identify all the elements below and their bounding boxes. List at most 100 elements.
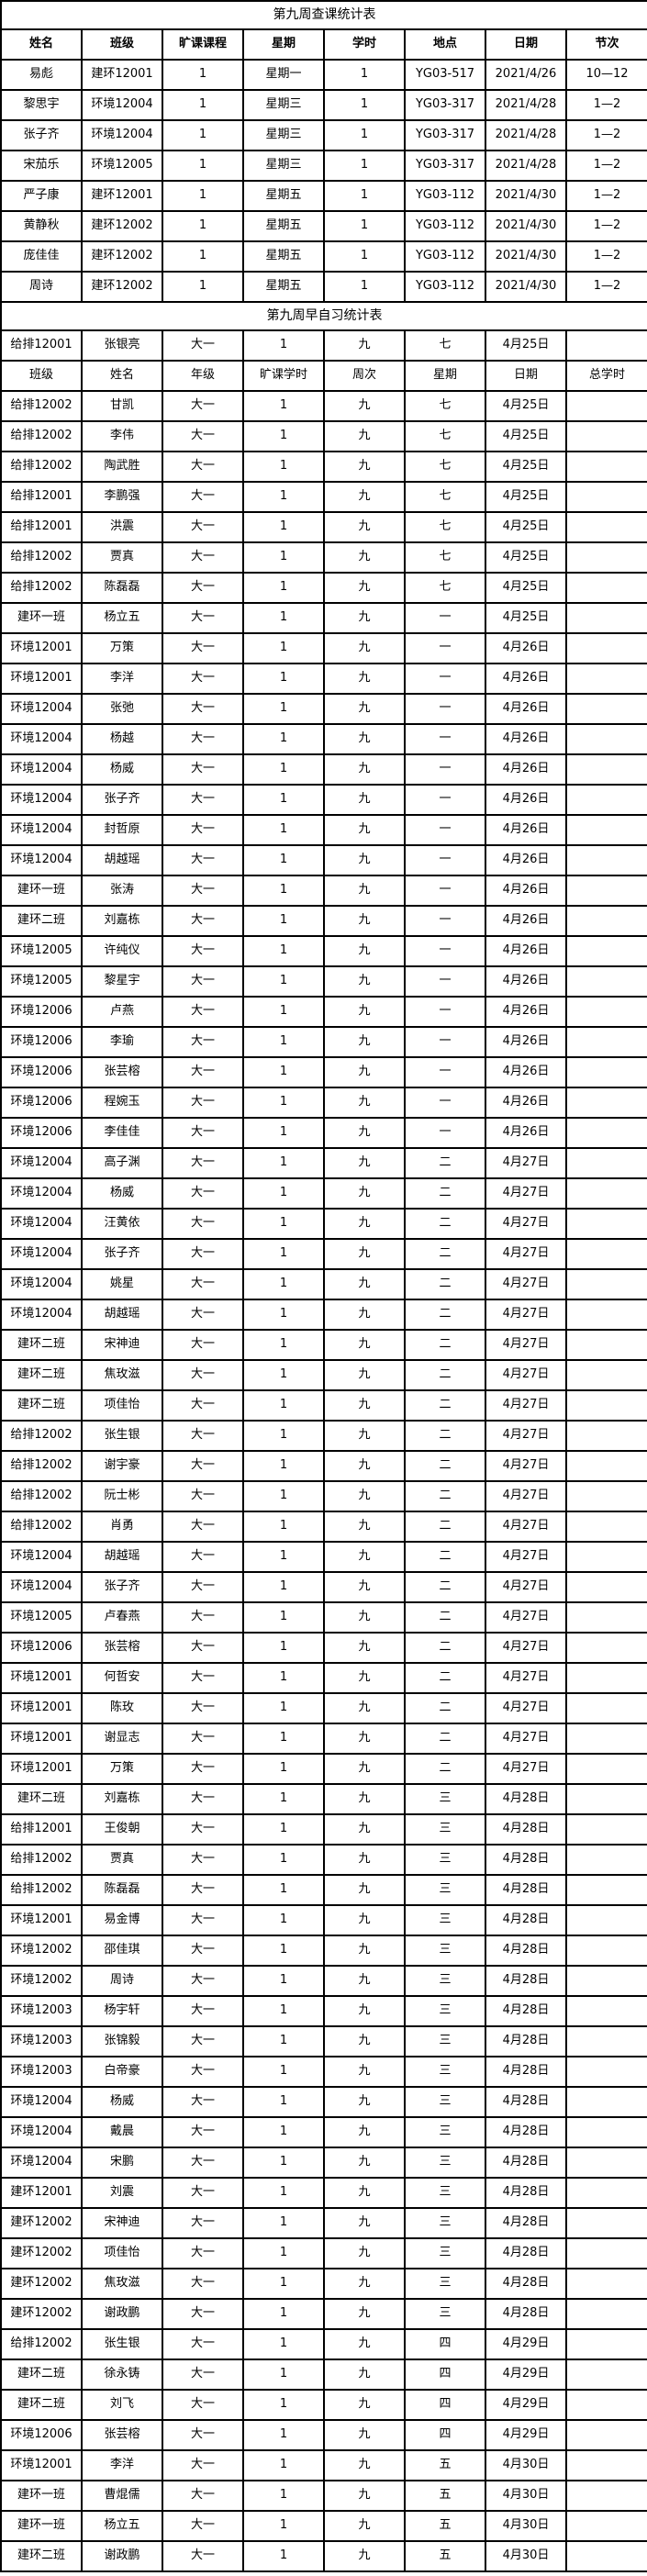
table-cell: YG03-317 <box>404 150 486 182</box>
table-cell: 给排12002 <box>0 1420 83 1452</box>
table-cell: 卢春燕 <box>81 1601 163 1634</box>
table-cell: 1 <box>242 1753 325 1785</box>
table-cell: 大一 <box>162 1117 244 1149</box>
table-cell: 4月29日 <box>485 2328 567 2360</box>
table-cell: 九 <box>323 329 406 362</box>
table-cell <box>565 1087 647 1119</box>
table-cell: 三 <box>404 2177 486 2209</box>
table-row: 环境12004 胡越瑶 大一 1 九一 4月26日 <box>0 844 647 876</box>
table-cell: 九 <box>323 1087 406 1119</box>
table-cell <box>565 511 647 543</box>
table-cell: 1 <box>242 1692 325 1724</box>
table-cell: 1 <box>242 1026 325 1058</box>
table-cell: 建环二班 <box>0 1389 83 1422</box>
table-row: 给排12001 李鹏强 大一 1 九七 4月25日 <box>0 481 647 513</box>
table-cell: 七 <box>404 511 486 543</box>
table-cell <box>565 1753 647 1785</box>
table-cell: 二 <box>404 1541 486 1573</box>
table-cell: 大一 <box>162 390 244 422</box>
table-cell: 1 <box>242 1268 325 1300</box>
table-cell <box>565 723 647 755</box>
table-row: 严子康 建环12001 1 星期五 1 YG03-112 2021/4/30 1—2 <box>0 180 647 212</box>
table-row: 环境12004 杨威 大一 1 九一 4月26日 <box>0 753 647 786</box>
table-cell: 洪震 <box>81 511 163 543</box>
table-cell: 4月27日 <box>485 1511 567 1543</box>
table-cell: 九 <box>323 2389 406 2421</box>
table-cell: 九 <box>323 996 406 1028</box>
table-cell: 二 <box>404 1601 486 1634</box>
table-cell: 一 <box>404 965 486 998</box>
table-cell: 九 <box>323 2540 406 2572</box>
table2-header-row: 班级 姓名 年级 旷课学时 周次 星期 日期 总学时 <box>0 360 647 392</box>
table-cell: 易金博 <box>81 1904 163 1936</box>
table1-title-row: 第九周查课统计表 <box>0 0 647 30</box>
table1-body: 易彪 建环12001 1 星期一 1 YG03-517 2021/4/26 10—12 黎思宇环… <box>0 59 647 303</box>
table-cell: 九 <box>323 1480 406 1512</box>
table-cell: 大一 <box>162 1813 244 1846</box>
table2-body: 给排12002 甘凯 大一 1 九七 4月25日 给排12002 李伟 大一 1 九七 4月25日 给排… <box>0 390 647 2572</box>
header-cell: 旷课学时 <box>242 360 325 392</box>
table-cell: 九 <box>323 2086 406 2118</box>
table-cell: 环境12004 <box>81 119 163 151</box>
table-cell: 1 <box>242 2116 325 2148</box>
table-cell: 4月28日 <box>485 2237 567 2269</box>
table-cell: 1 <box>242 1359 325 1391</box>
table-cell: 二 <box>404 1208 486 1240</box>
table-cell: 张芸榕 <box>81 2419 163 2451</box>
table-cell: 1—2 <box>565 89 647 121</box>
table-row: 给排12002 张生银 大一 1 九四 4月29日 <box>0 2328 647 2360</box>
table-cell: 1 <box>242 2177 325 2209</box>
table-cell <box>565 1723 647 1755</box>
table-cell: 大一 <box>162 2237 244 2269</box>
table-cell: 徐永铸 <box>81 2359 163 2391</box>
table-cell: 2021/4/28 <box>485 89 567 121</box>
table-row: 环境12004 张子齐 大一 1 九一 4月26日 <box>0 784 647 816</box>
table-cell: 环境12004 <box>0 1571 83 1603</box>
table-cell: 1 <box>242 753 325 786</box>
table-cell <box>565 875 647 907</box>
table-cell: 1 <box>242 572 325 604</box>
table-cell: 星期五 <box>242 240 325 273</box>
table-cell <box>565 935 647 967</box>
table-cell: 二 <box>404 1632 486 1664</box>
table-row: 环境12001 易金博 大一 1 九三 4月28日 <box>0 1904 647 1936</box>
table-cell: 甘凯 <box>81 390 163 422</box>
table-cell <box>565 965 647 998</box>
table-cell: 大一 <box>162 875 244 907</box>
table-cell: 4月26日 <box>485 1056 567 1088</box>
table-cell: 宋鹏 <box>81 2147 163 2179</box>
table-cell: 三 <box>404 1935 486 1967</box>
table-cell: 九 <box>323 1117 406 1149</box>
table-cell: 1—2 <box>565 150 647 182</box>
table-cell: 4月28日 <box>485 1995 567 2027</box>
table-cell: 4月27日 <box>485 1541 567 1573</box>
table-cell: 环境12001 <box>0 663 83 695</box>
table-cell: 九 <box>323 1965 406 1997</box>
table-cell: 1 <box>242 2025 325 2057</box>
table-cell: 环境12004 <box>0 753 83 786</box>
table-cell <box>565 2207 647 2239</box>
table-cell: 二 <box>404 1480 486 1512</box>
week9-morning-study-section: 第九周早自习统计表 <box>0 301 647 331</box>
table-cell: 建环12002 <box>81 271 163 303</box>
table-cell: 星期三 <box>242 150 325 182</box>
header-cell: 周次 <box>323 360 406 392</box>
table-row: 环境12004 张弛 大一 1 九一 4月26日 <box>0 693 647 725</box>
table-cell: 大一 <box>162 1783 244 1815</box>
table-cell: 1 <box>242 814 325 846</box>
table-cell <box>565 2177 647 2209</box>
table2-title-row: 第九周早自习统计表 <box>0 301 647 331</box>
table-cell <box>565 2328 647 2360</box>
table-cell: 1 <box>242 1995 325 2027</box>
table-cell: 4月27日 <box>485 1177 567 1210</box>
table-cell: 1 <box>242 2207 325 2239</box>
table-cell: 九 <box>323 663 406 695</box>
table-cell: 1—2 <box>565 180 647 212</box>
table-cell: 建环12002 <box>81 240 163 273</box>
table-cell: 4月25日 <box>485 602 567 634</box>
table-cell: 环境12004 <box>0 784 83 816</box>
table-cell: 三 <box>404 2147 486 2179</box>
table-cell: 环境12004 <box>0 723 83 755</box>
table-cell: 环境12004 <box>0 1541 83 1573</box>
table-cell: 环境12005 <box>0 935 83 967</box>
